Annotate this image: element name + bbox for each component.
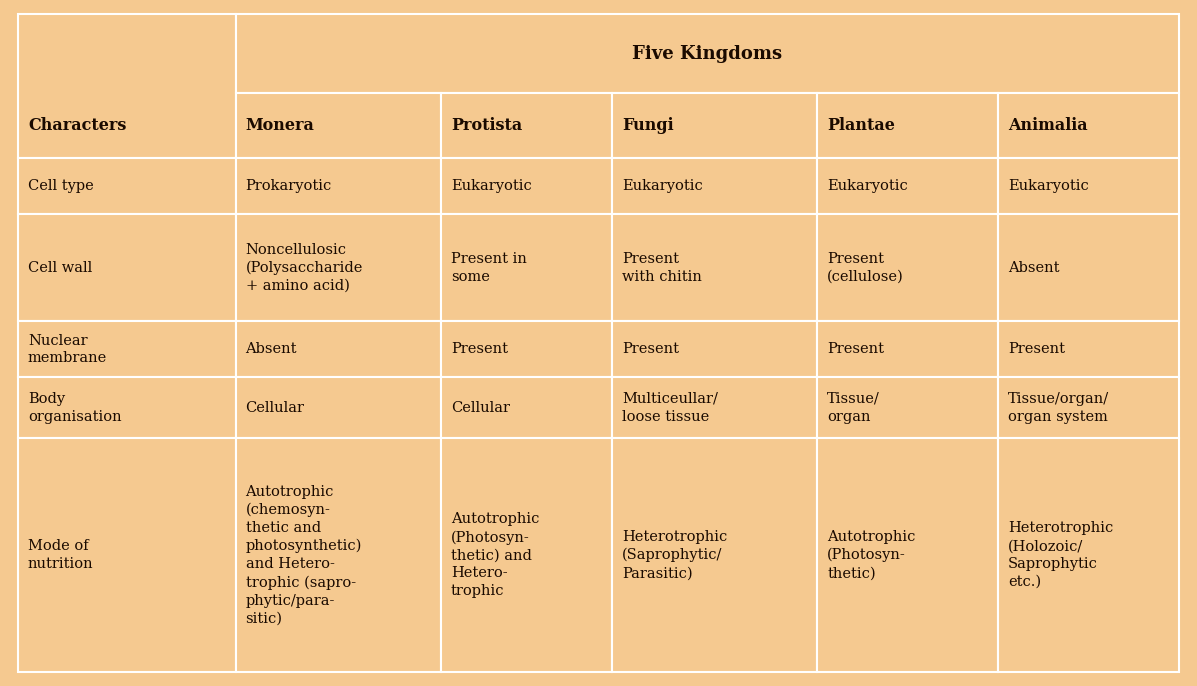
Bar: [440, 214, 612, 321]
Bar: [818, 214, 998, 321]
Bar: [998, 377, 1179, 438]
Text: Prokaryotic: Prokaryotic: [245, 179, 332, 193]
Text: Autotrophic
(chemosyn-
thetic and
photosynthetic)
and Hetero-
trophic (sapro-
ph: Autotrophic (chemosyn- thetic and photos…: [245, 485, 361, 626]
Bar: [612, 158, 818, 214]
Bar: [440, 93, 612, 158]
Bar: [18, 158, 236, 214]
Text: Present: Present: [827, 342, 885, 357]
Text: Autotrophic
(Photosyn-
thetic) and
Hetero-
trophic: Autotrophic (Photosyn- thetic) and Heter…: [451, 512, 539, 598]
Text: Eukaryotic: Eukaryotic: [1008, 179, 1089, 193]
Text: Monera: Monera: [245, 117, 315, 134]
Text: Tissue/organ/
organ system: Tissue/organ/ organ system: [1008, 392, 1110, 424]
Text: Present
with chitin: Present with chitin: [622, 252, 701, 283]
Bar: [998, 438, 1179, 672]
Text: Autotrophic
(Photosyn-
thetic): Autotrophic (Photosyn- thetic): [827, 530, 916, 580]
Text: Fungi: Fungi: [622, 117, 674, 134]
Text: Cell wall: Cell wall: [28, 261, 92, 274]
Bar: [998, 214, 1179, 321]
Bar: [236, 158, 440, 214]
Text: Tissue/
organ: Tissue/ organ: [827, 392, 880, 424]
Text: Characters: Characters: [28, 117, 127, 134]
Bar: [440, 438, 612, 672]
Text: Present
(cellulose): Present (cellulose): [827, 252, 904, 283]
Text: Absent: Absent: [1008, 261, 1059, 274]
Bar: [236, 14, 1179, 93]
Text: Eukaryotic: Eukaryotic: [622, 179, 703, 193]
Text: Present: Present: [1008, 342, 1065, 357]
Bar: [18, 214, 236, 321]
Text: Cellular: Cellular: [245, 401, 304, 415]
Text: Present: Present: [622, 342, 679, 357]
Text: Heterotrophic
(Holozoic/
Saprophytic
etc.): Heterotrophic (Holozoic/ Saprophytic etc…: [1008, 521, 1113, 589]
Bar: [818, 158, 998, 214]
Bar: [18, 14, 236, 158]
Text: Eukaryotic: Eukaryotic: [827, 179, 909, 193]
Text: Five Kingdoms: Five Kingdoms: [632, 45, 783, 62]
Bar: [818, 438, 998, 672]
Bar: [612, 93, 818, 158]
Text: Present: Present: [451, 342, 508, 357]
Text: Plantae: Plantae: [827, 117, 895, 134]
Bar: [818, 377, 998, 438]
Bar: [612, 214, 818, 321]
Bar: [440, 158, 612, 214]
Bar: [18, 438, 236, 672]
Text: Animalia: Animalia: [1008, 117, 1088, 134]
Text: Absent: Absent: [245, 342, 297, 357]
Bar: [998, 158, 1179, 214]
Text: Nuclear
membrane: Nuclear membrane: [28, 333, 108, 366]
Bar: [998, 321, 1179, 377]
Bar: [818, 93, 998, 158]
Bar: [236, 377, 440, 438]
Bar: [236, 438, 440, 672]
Bar: [612, 377, 818, 438]
Bar: [440, 377, 612, 438]
Bar: [440, 321, 612, 377]
Bar: [998, 93, 1179, 158]
Text: Cell type: Cell type: [28, 179, 93, 193]
Text: Noncellulosic
(Polysaccharide
+ amino acid): Noncellulosic (Polysaccharide + amino ac…: [245, 243, 363, 293]
Text: Cellular: Cellular: [451, 401, 510, 415]
Bar: [236, 93, 440, 158]
Bar: [236, 321, 440, 377]
Text: Present in
some: Present in some: [451, 252, 527, 283]
Text: Multiceullar/
loose tissue: Multiceullar/ loose tissue: [622, 392, 718, 424]
Bar: [612, 321, 818, 377]
Text: Mode of
nutrition: Mode of nutrition: [28, 539, 93, 571]
Bar: [818, 321, 998, 377]
Text: Eukaryotic: Eukaryotic: [451, 179, 531, 193]
Bar: [18, 321, 236, 377]
Text: Body
organisation: Body organisation: [28, 392, 122, 424]
Bar: [18, 377, 236, 438]
Bar: [612, 438, 818, 672]
Text: Heterotrophic
(Saprophytic/
Parasitic): Heterotrophic (Saprophytic/ Parasitic): [622, 530, 728, 580]
Bar: [236, 214, 440, 321]
Text: Protista: Protista: [451, 117, 522, 134]
